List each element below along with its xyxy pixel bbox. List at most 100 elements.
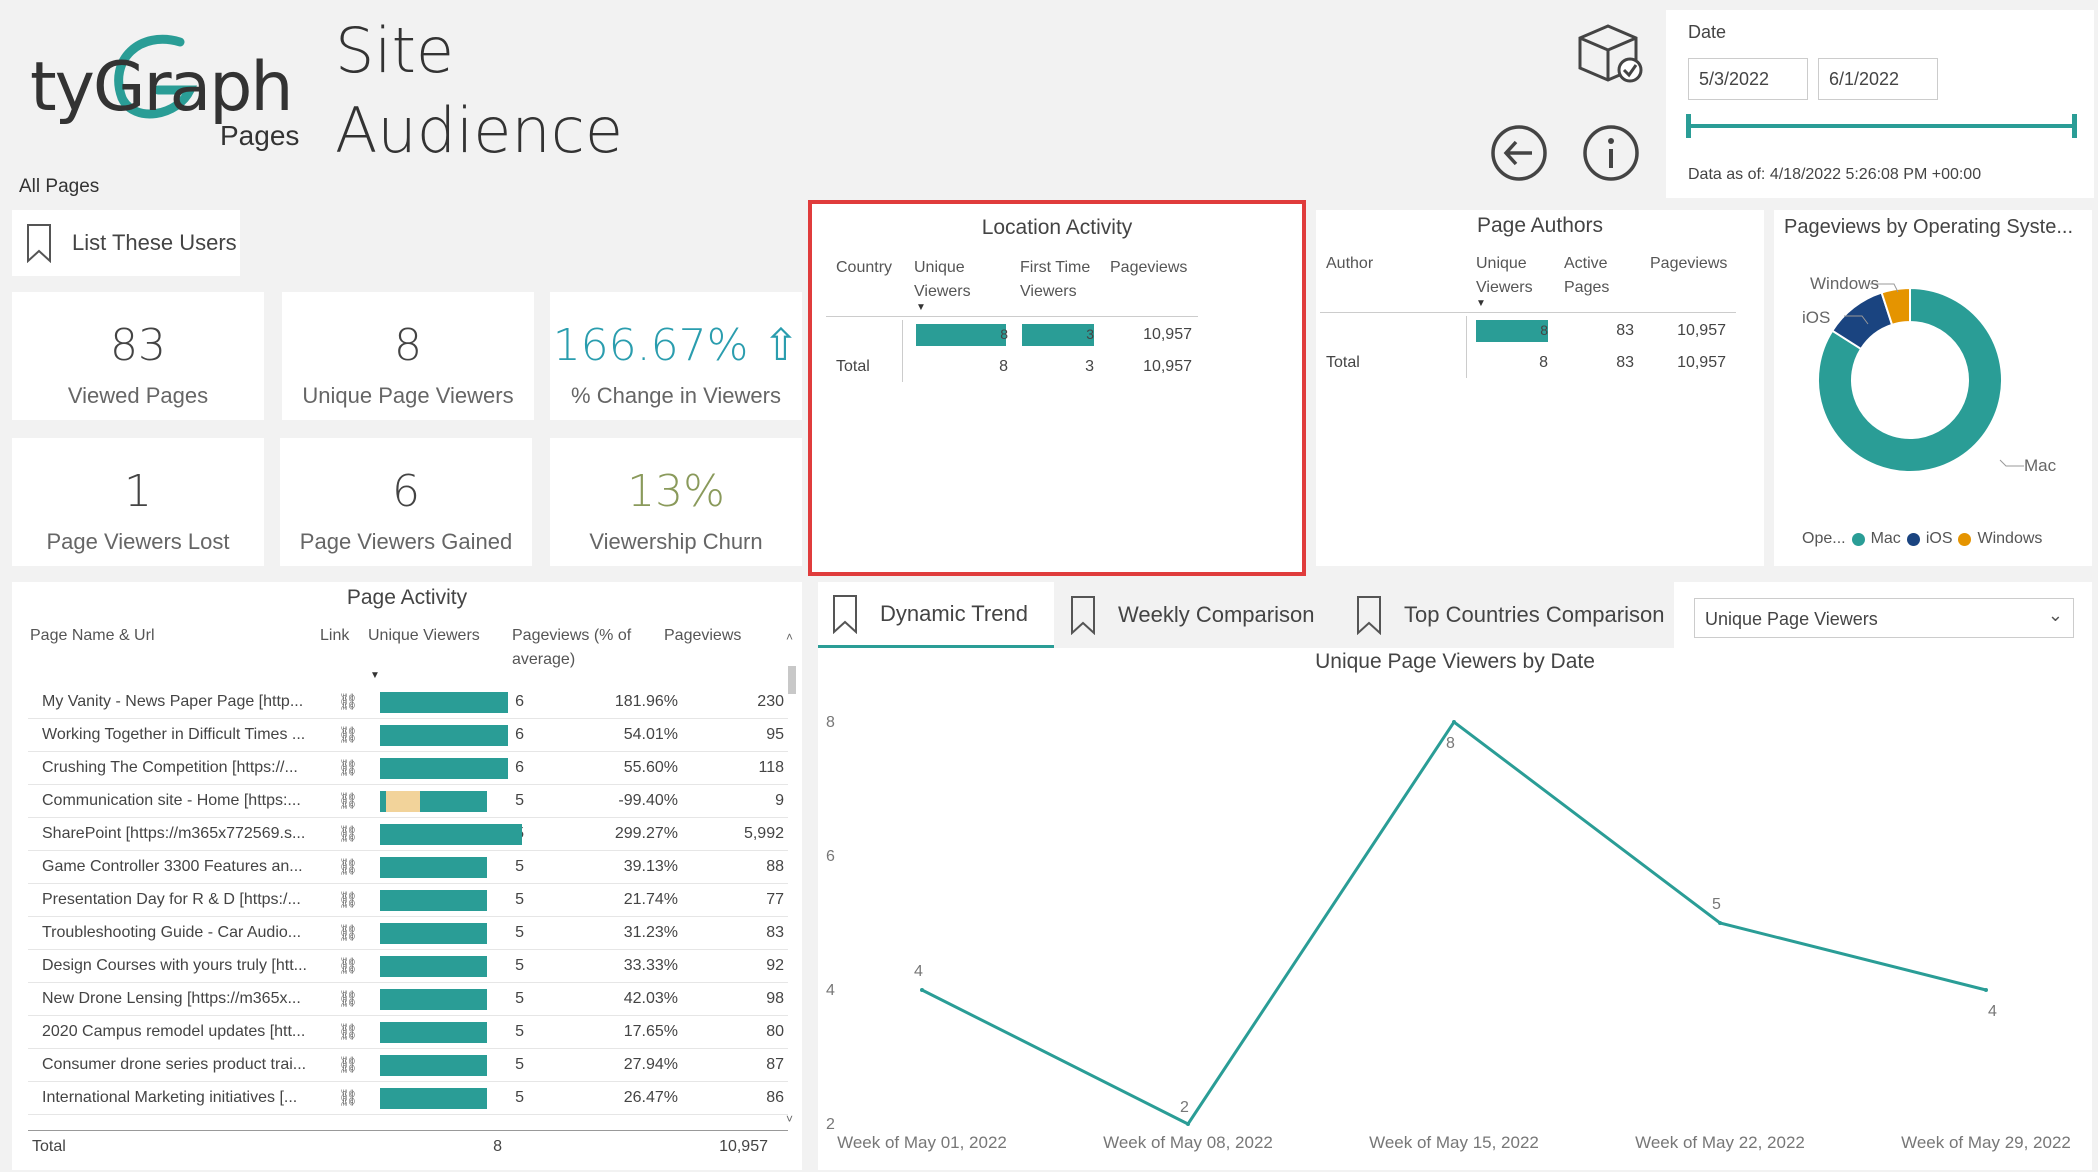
table-row[interactable]: Game Controller 3300 Features an... ⛓ 5 39.… bbox=[28, 851, 788, 884]
link-icon[interactable]: ⛓ bbox=[338, 925, 359, 942]
table-row[interactable]: New Drone Lensing [https://m365x... ⛓ 5 42.… bbox=[28, 983, 788, 1016]
link-icon[interactable]: ⛓ bbox=[338, 760, 359, 777]
series-line[interactable] bbox=[921, 719, 1987, 1126]
link-icon[interactable]: ⛓ bbox=[338, 958, 359, 975]
kpi-value: 6 bbox=[392, 466, 420, 517]
os-legend: Ope... Mac iOS Windows bbox=[1802, 530, 2042, 548]
link-icon[interactable]: ⛓ bbox=[338, 826, 359, 843]
bookmark-icon bbox=[1357, 596, 1381, 635]
logo-subtitle: Pages bbox=[220, 120, 300, 151]
link-icon[interactable]: ⛓ bbox=[338, 892, 359, 909]
data-point[interactable] bbox=[1984, 988, 1988, 992]
table-row[interactable]: Design Courses with yours truly [htt... ⛓… bbox=[28, 950, 788, 983]
chevron-down-icon: ⌄ bbox=[2047, 605, 2063, 625]
date-slicer: Date 5/3/2022 6/1/2022 Data as of: 4/18/… bbox=[1666, 10, 2094, 198]
y-tick-label: 6 bbox=[826, 848, 835, 865]
table-row[interactable]: Troubleshooting Guide - Car Audio... ⛓ 5 31… bbox=[28, 917, 788, 950]
link-icon[interactable]: ⛓ bbox=[338, 727, 359, 744]
col-active-pages[interactable]: Active Pages bbox=[1564, 255, 1610, 296]
table-row[interactable]: Communication site - Home [https:... ⛓ 5 -9… bbox=[28, 785, 788, 818]
pageviews-value: 86 bbox=[766, 1089, 784, 1106]
col-author[interactable]: Author bbox=[1326, 255, 1374, 272]
unique-viewers-bar bbox=[380, 956, 487, 977]
data-point[interactable] bbox=[1718, 921, 1722, 925]
legend-windows[interactable]: Windows bbox=[1977, 530, 2043, 547]
unique-viewers-value: 5 bbox=[515, 792, 524, 809]
link-icon[interactable]: ⛓ bbox=[338, 1057, 359, 1074]
info-icon[interactable] bbox=[1582, 124, 1640, 182]
table-row[interactable]: My Vanity - News Paper Page [http... ⛓ 6 18… bbox=[28, 686, 788, 719]
kpi-unique-page-viewers: 8 Unique Page Viewers bbox=[282, 292, 534, 420]
unique-viewers-value: 5 bbox=[515, 1056, 524, 1073]
col-unique-viewers[interactable]: Unique Viewers bbox=[914, 259, 971, 300]
pageviews-pct-value: 31.23% bbox=[623, 924, 678, 941]
table-row[interactable]: Presentation Day for R & D [https:/... ⛓ 5… bbox=[28, 884, 788, 917]
y-tick-label: 8 bbox=[826, 714, 835, 731]
link-icon[interactable]: ⛓ bbox=[338, 694, 359, 711]
col-pageviews[interactable]: Pageviews bbox=[664, 627, 742, 644]
scroll-up-icon[interactable]: ˄ bbox=[786, 630, 794, 644]
table-row[interactable]: Consumer drone series product trai... ⛓ 5 2… bbox=[28, 1049, 788, 1082]
unique-viewers-bar bbox=[1476, 320, 1548, 342]
back-arrow-icon[interactable] bbox=[1490, 124, 1548, 182]
y-tick-label: 2 bbox=[826, 1116, 835, 1133]
data-point[interactable] bbox=[1452, 720, 1456, 724]
callout-ios bbox=[1844, 315, 1869, 325]
link-icon[interactable]: ⛓ bbox=[338, 991, 359, 1008]
table-row[interactable]: Working Together in Difficult Times ... ⛓… bbox=[28, 719, 788, 752]
pageviews-pct-bar bbox=[420, 692, 482, 713]
col-pageviews-pct[interactable]: Pageviews (% of average) bbox=[512, 627, 632, 668]
pageviews-value: 92 bbox=[766, 957, 784, 974]
col-link[interactable]: Link bbox=[320, 627, 350, 644]
pageviews-value: 88 bbox=[766, 858, 784, 875]
list-these-users-button[interactable]: List These Users bbox=[12, 210, 240, 276]
page-title-line1: Site bbox=[335, 14, 455, 87]
donut-slice-windows[interactable] bbox=[1880, 286, 1911, 327]
measure-select[interactable]: Unique Page Viewers ⌄ bbox=[1694, 598, 2074, 638]
col-pageviews[interactable]: Pageviews bbox=[1650, 255, 1728, 272]
legend-ios[interactable]: iOS bbox=[1925, 530, 1953, 547]
scrollbar-thumb[interactable] bbox=[788, 666, 796, 694]
sort-desc-icon: ▼ bbox=[1476, 298, 1486, 309]
tab-dynamic-trend[interactable]: Dynamic Trend bbox=[818, 582, 1054, 648]
package-check-icon[interactable] bbox=[1572, 18, 1646, 88]
page-name: Game Controller 3300 Features an... bbox=[42, 858, 303, 875]
x-tick-label: Week of May 22, 2022 bbox=[1635, 1133, 1805, 1152]
pageviews-pct-value: 181.96% bbox=[614, 693, 678, 710]
table-row[interactable]: 2020 Campus remodel updates [htt... ⛓ 5 17.… bbox=[28, 1016, 788, 1049]
link-icon[interactable]: ⛓ bbox=[338, 1024, 359, 1041]
start-date-input[interactable]: 5/3/2022 bbox=[1688, 58, 1808, 100]
link-icon[interactable]: ⛓ bbox=[338, 859, 359, 876]
bookmark-icon bbox=[833, 594, 857, 634]
tab-weekly-comparison[interactable]: Weekly Comparison bbox=[1056, 582, 1338, 648]
table-row[interactable]: International Marketing initiatives [...… bbox=[28, 1082, 788, 1115]
end-date-handle[interactable] bbox=[2072, 114, 2077, 138]
page-name: SharePoint [https://m365x772569.s... bbox=[42, 825, 306, 842]
ios-callout-label: iOS bbox=[1802, 308, 1831, 327]
data-point[interactable] bbox=[1186, 1122, 1190, 1126]
vertical-scrollbar[interactable]: ˄ ˅ bbox=[784, 630, 798, 1130]
legend-mac[interactable]: Mac bbox=[1870, 530, 1901, 547]
table-row[interactable]: SharePoint [https://m365x772569.s...⛓529… bbox=[28, 818, 788, 851]
data-point[interactable] bbox=[920, 988, 924, 992]
col-unique-viewers[interactable]: Unique Viewers bbox=[1476, 255, 1533, 296]
col-pageviews[interactable]: Pageviews bbox=[1110, 259, 1188, 276]
link-icon[interactable]: ⛓ bbox=[338, 1090, 359, 1107]
col-page-name[interactable]: Page Name & Url bbox=[30, 627, 155, 644]
start-date-handle[interactable] bbox=[1686, 114, 1691, 138]
donut-slice-mac[interactable] bbox=[1817, 286, 2003, 473]
legend-ios-swatch bbox=[1906, 532, 1920, 546]
link-icon[interactable]: ⛓ bbox=[338, 793, 359, 810]
col-country[interactable]: Country bbox=[836, 259, 893, 276]
x-tick-label: Week of May 29, 2022 bbox=[1901, 1133, 2071, 1152]
end-date-input[interactable]: 6/1/2022 bbox=[1818, 58, 1938, 100]
pageviews-pct-value: 26.47% bbox=[623, 1089, 678, 1106]
col-first-time-viewers[interactable]: First Time Viewers bbox=[1020, 259, 1091, 300]
page-name: Crushing The Competition [https://... bbox=[42, 759, 298, 776]
x-tick-label: Week of May 15, 2022 bbox=[1369, 1133, 1539, 1152]
table-row[interactable]: Crushing The Competition [https://... ⛓ 6 5… bbox=[28, 752, 788, 785]
scroll-down-icon[interactable]: ˅ bbox=[786, 1112, 794, 1126]
total-divider bbox=[28, 1130, 788, 1131]
tab-top-countries[interactable]: Top Countries Comparison bbox=[1342, 582, 1672, 648]
col-unique-viewers[interactable]: Unique Viewers bbox=[368, 627, 480, 644]
